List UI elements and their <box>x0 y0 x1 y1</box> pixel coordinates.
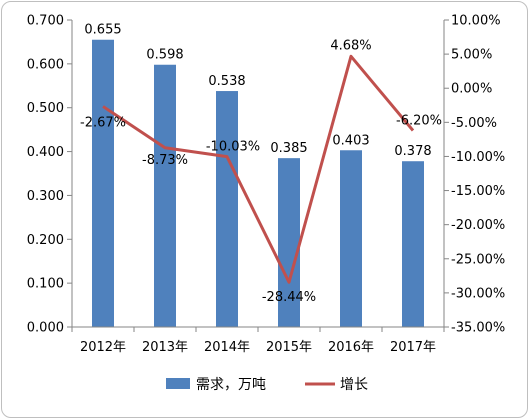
growth-value-label: 4.68% <box>330 38 371 53</box>
line-series <box>102 54 415 284</box>
bar-value-label: 0.598 <box>146 48 183 63</box>
y-left-tick-label: 0.600 <box>27 57 64 72</box>
growth-line <box>102 54 415 284</box>
y-left-tick-label: 0.500 <box>27 101 64 116</box>
x-tick-label: 2016年 <box>328 340 374 355</box>
legend: 需求，万吨 增长 <box>166 377 368 393</box>
y-right-tick-label: -15.00% <box>451 184 505 199</box>
legend-bar-swatch <box>166 378 190 389</box>
bar-value-label: 0.403 <box>332 133 369 148</box>
growth-value-label: -6.20% <box>396 114 442 129</box>
growth-value-label: -2.67% <box>80 115 126 130</box>
y-right-tick-label: -20.00% <box>451 218 505 233</box>
growth-value-label: -8.73% <box>142 153 188 168</box>
x-tick-label: 2012年 <box>80 340 126 355</box>
bar-value-label: 0.538 <box>208 74 245 89</box>
bar-1 <box>92 39 114 327</box>
x-tick-label: 2013年 <box>142 340 188 355</box>
x-tick-label: 2014年 <box>204 340 250 355</box>
y-left-tick-label: 0.100 <box>27 277 64 292</box>
y-left-tick-label: 0.000 <box>27 321 64 336</box>
y-right-tick-label: -5.00% <box>451 116 497 131</box>
y-left-tick-label: 0.400 <box>27 145 64 160</box>
y-right-tick-label: 0.00% <box>451 82 492 97</box>
bar-2 <box>154 64 176 327</box>
bar-6 <box>402 161 424 327</box>
y-right-tick-label: -10.00% <box>451 150 505 165</box>
y-right-tick-label: 5.00% <box>451 48 492 63</box>
y-right-tick-label: 10.00% <box>451 14 501 29</box>
x-tick-label: 2017年 <box>390 340 436 355</box>
y-left-tick-label: 0.700 <box>27 14 64 29</box>
bar-3 <box>216 91 238 327</box>
y-left-tick-label: 0.300 <box>27 189 64 204</box>
bar-value-label: 0.378 <box>394 144 431 159</box>
legend-line-label: 增长 <box>340 377 368 393</box>
legend-bar-label: 需求，万吨 <box>196 377 266 393</box>
y-right-tick-label: -25.00% <box>451 252 505 267</box>
growth-value-label: -10.03% <box>206 140 260 155</box>
y-left-tick-label: 0.200 <box>27 233 64 248</box>
bar-4 <box>278 158 300 327</box>
growth-value-label: -28.44% <box>262 290 316 305</box>
bar-value-label: 0.385 <box>270 141 307 156</box>
bar-value-label: 0.655 <box>84 23 121 38</box>
bar-5 <box>340 150 362 327</box>
y-right-tick-label: -35.00% <box>451 321 505 336</box>
x-tick-label: 2015年 <box>266 340 312 355</box>
y-right-tick-label: -30.00% <box>451 286 505 301</box>
data-labels: 0.655 0.598 0.538 0.385 0.403 0.378 -2.67% -8.7… <box>80 23 442 306</box>
axes: 0.000 0.100 0.200 0.300 0.400 0.500 0.600 0.700… <box>27 14 505 356</box>
